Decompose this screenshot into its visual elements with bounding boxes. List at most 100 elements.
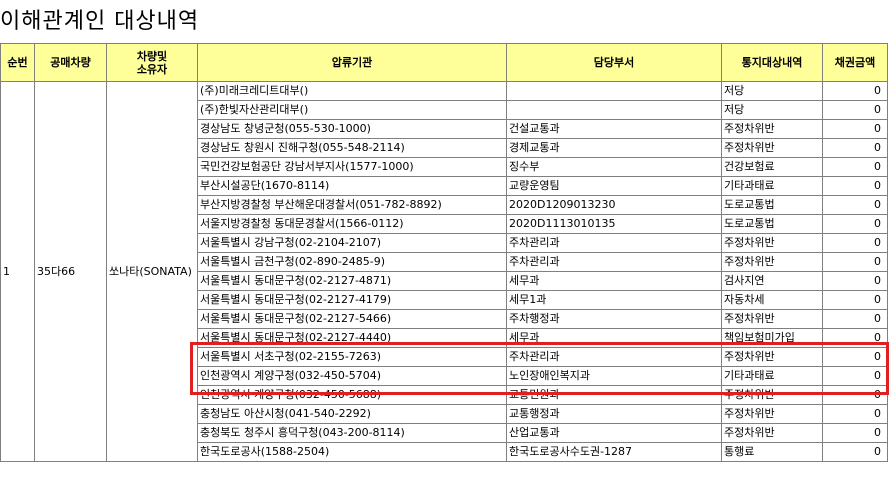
agency-cell[interactable]: 부산시설공단(1670-8114) (197, 176, 507, 196)
agency-cell[interactable]: (주)미래크레디트대부() (197, 81, 507, 101)
notice-type-cell[interactable]: 도로교통법 (721, 214, 823, 234)
notice-type-cell[interactable]: 건강보험료 (721, 157, 823, 177)
agency-cell[interactable]: 서울특별시 동대문구청(02-2127-4871) (197, 271, 507, 291)
header-vehicle[interactable]: 공매차량 (34, 43, 107, 82)
table-row[interactable]: 국민건강보험공단 강남서부지사(1577-1000) 징수부 건강보험료 0 (1, 157, 888, 177)
dept-cell[interactable]: 주차관리과 (506, 233, 722, 253)
notice-type-cell[interactable]: 검사지연 (721, 271, 823, 291)
table-row[interactable]: 1 35다66 쏘나타(SONATA) (주)미래크레디트대부() 저당 0 (0, 81, 888, 462)
dept-cell[interactable]: 경제교통과 (506, 138, 722, 158)
table-row[interactable]: 충청북도 청주시 흥덕구청(043-200-8114) 산업교통과 주정차위반 0 (1, 423, 888, 443)
vehicle-cell[interactable]: 35다66 (34, 81, 107, 462)
dept-cell[interactable] (506, 81, 722, 101)
agency-cell[interactable]: 경상남도 창원시 진해구청(055-548-2114) (197, 138, 507, 158)
dept-cell[interactable]: 2020D1113010135 (506, 214, 722, 234)
header-amount[interactable]: 채권금액 (822, 43, 888, 82)
agency-cell[interactable]: 서울지방경찰청 동대문경찰서(1566-0112) (197, 214, 507, 234)
amount-cell[interactable]: 0 (822, 423, 888, 443)
notice-type-cell[interactable]: 저당 (721, 81, 823, 101)
amount-cell[interactable]: 0 (822, 214, 888, 234)
header-owner[interactable]: 차량및 소유자 (106, 43, 198, 82)
amount-cell[interactable]: 0 (822, 100, 888, 120)
agency-cell[interactable]: 서울특별시 서초구청(02-2155-7263) (197, 347, 507, 367)
dept-cell[interactable]: 세무과 (506, 328, 722, 348)
table-row[interactable]: 서울특별시 동대문구청(02-2127-4871) 세무과 검사지연 0 (1, 271, 888, 291)
notice-type-cell[interactable]: 주정차위반 (721, 119, 823, 139)
agency-cell[interactable]: (주)한빛자산관리대부() (197, 100, 507, 120)
notice-type-cell[interactable]: 책임보험미가입 (721, 328, 823, 348)
notice-type-cell[interactable]: 도로교통법 (721, 195, 823, 215)
amount-cell[interactable]: 0 (822, 309, 888, 329)
dept-cell[interactable]: 징수부 (506, 157, 722, 177)
dept-cell[interactable]: 세무1과 (506, 290, 722, 310)
amount-cell[interactable]: 0 (822, 233, 888, 253)
agency-cell[interactable]: 충청북도 청주시 흥덕구청(043-200-8114) (197, 423, 507, 443)
agency-cell[interactable]: 한국도로공사(1588-2504) (197, 442, 507, 462)
table-row[interactable]: 경상남도 창원시 진해구청(055-548-2114) 경제교통과 주정차위반 0 (1, 138, 888, 158)
agency-cell[interactable]: 인천광역시 계양구청(032-450-5704) (197, 366, 507, 386)
amount-cell[interactable]: 0 (822, 347, 888, 367)
agency-cell[interactable]: 서울특별시 동대문구청(02-2127-4179) (197, 290, 507, 310)
amount-cell[interactable]: 0 (822, 442, 888, 462)
notice-type-cell[interactable]: 주정차위반 (721, 423, 823, 443)
notice-type-cell[interactable]: 주정차위반 (721, 233, 823, 253)
header-seq[interactable]: 순번 (0, 43, 35, 82)
notice-type-cell[interactable]: 주정차위반 (721, 252, 823, 272)
agency-cell[interactable]: 서울특별시 금천구청(02-890-2485-9) (197, 252, 507, 272)
table-row[interactable]: 인천광역시 계양구청(032-450-5688) 교통민원과 주정차위반 0 (1, 385, 888, 405)
amount-cell[interactable]: 0 (822, 195, 888, 215)
table-row[interactable]: 부산지방경찰청 부산해운대경찰서(051-782-8892) 2020D12090… (1, 195, 888, 215)
table-row[interactable]: 충청남도 아산시청(041-540-2292) 교통행정과 주정차위반 0 (1, 404, 888, 424)
header-agency[interactable]: 압류기관 (197, 43, 507, 82)
dept-cell[interactable]: 한국도로공사수도권-1287 (506, 442, 722, 462)
dept-cell[interactable]: 교통민원과 (506, 385, 722, 405)
amount-cell[interactable]: 0 (822, 176, 888, 196)
model-cell[interactable]: 쏘나타(SONATA) (106, 81, 198, 462)
amount-cell[interactable]: 0 (822, 385, 888, 405)
dept-cell[interactable]: 건설교통과 (506, 119, 722, 139)
notice-type-cell[interactable]: 주정차위반 (721, 138, 823, 158)
amount-cell[interactable]: 0 (822, 252, 888, 272)
amount-cell[interactable]: 0 (822, 81, 888, 101)
table-row[interactable]: 서울특별시 동대문구청(02-2127-4179) 세무1과 자동차세 0 (1, 290, 888, 310)
agency-cell[interactable]: 서울특별시 강남구청(02-2104-2107) (197, 233, 507, 253)
agency-cell[interactable]: 서울특별시 동대문구청(02-2127-5466) (197, 309, 507, 329)
notice-type-cell[interactable]: 통행료 (721, 442, 823, 462)
dept-cell[interactable]: 교량운영팀 (506, 176, 722, 196)
amount-cell[interactable]: 0 (822, 366, 888, 386)
dept-cell[interactable]: 노인장애인복지과 (506, 366, 722, 386)
agency-cell[interactable]: 충청남도 아산시청(041-540-2292) (197, 404, 507, 424)
agency-cell[interactable]: 서울특별시 동대문구청(02-2127-4440) (197, 328, 507, 348)
amount-cell[interactable]: 0 (822, 290, 888, 310)
seq-cell[interactable]: 1 (0, 81, 35, 462)
amount-cell[interactable]: 0 (822, 157, 888, 177)
notice-type-cell[interactable]: 주정차위반 (721, 385, 823, 405)
agency-cell[interactable]: 부산지방경찰청 부산해운대경찰서(051-782-8892) (197, 195, 507, 215)
table-row[interactable]: 한국도로공사(1588-2504) 한국도로공사수도권-1287 통행료 0 (1, 442, 888, 462)
amount-cell[interactable]: 0 (822, 404, 888, 424)
table-row[interactable]: 부산시설공단(1670-8114) 교량운영팀 기타과태료 0 (1, 176, 888, 196)
header-notice-type[interactable]: 통지대상내역 (721, 43, 823, 82)
agency-cell[interactable]: 인천광역시 계양구청(032-450-5688) (197, 385, 507, 405)
dept-cell[interactable]: 세무과 (506, 271, 722, 291)
amount-cell[interactable]: 0 (822, 119, 888, 139)
dept-cell[interactable]: 산업교통과 (506, 423, 722, 443)
amount-cell[interactable]: 0 (822, 328, 888, 348)
dept-cell[interactable] (506, 100, 722, 120)
notice-type-cell[interactable]: 기타과태료 (721, 176, 823, 196)
table-row[interactable]: 서울특별시 강남구청(02-2104-2107) 주차관리과 주정차위반 0 (1, 233, 888, 253)
dept-cell[interactable]: 주차관리과 (506, 252, 722, 272)
notice-type-cell[interactable]: 주정차위반 (721, 347, 823, 367)
agency-cell[interactable]: 경상남도 창녕군청(055-530-1000) (197, 119, 507, 139)
notice-type-cell[interactable]: 기타과태료 (721, 366, 823, 386)
header-dept[interactable]: 담당부서 (506, 43, 722, 82)
notice-type-cell[interactable]: 저당 (721, 100, 823, 120)
dept-cell[interactable]: 2020D1209013230 (506, 195, 722, 215)
agency-cell[interactable]: 국민건강보험공단 강남서부지사(1577-1000) (197, 157, 507, 177)
amount-cell[interactable]: 0 (822, 138, 888, 158)
notice-type-cell[interactable]: 주정차위반 (721, 309, 823, 329)
amount-cell[interactable]: 0 (822, 271, 888, 291)
dept-cell[interactable]: 주차행정과 (506, 309, 722, 329)
dept-cell[interactable]: 교통행정과 (506, 404, 722, 424)
dept-cell[interactable]: 주차관리과 (506, 347, 722, 367)
